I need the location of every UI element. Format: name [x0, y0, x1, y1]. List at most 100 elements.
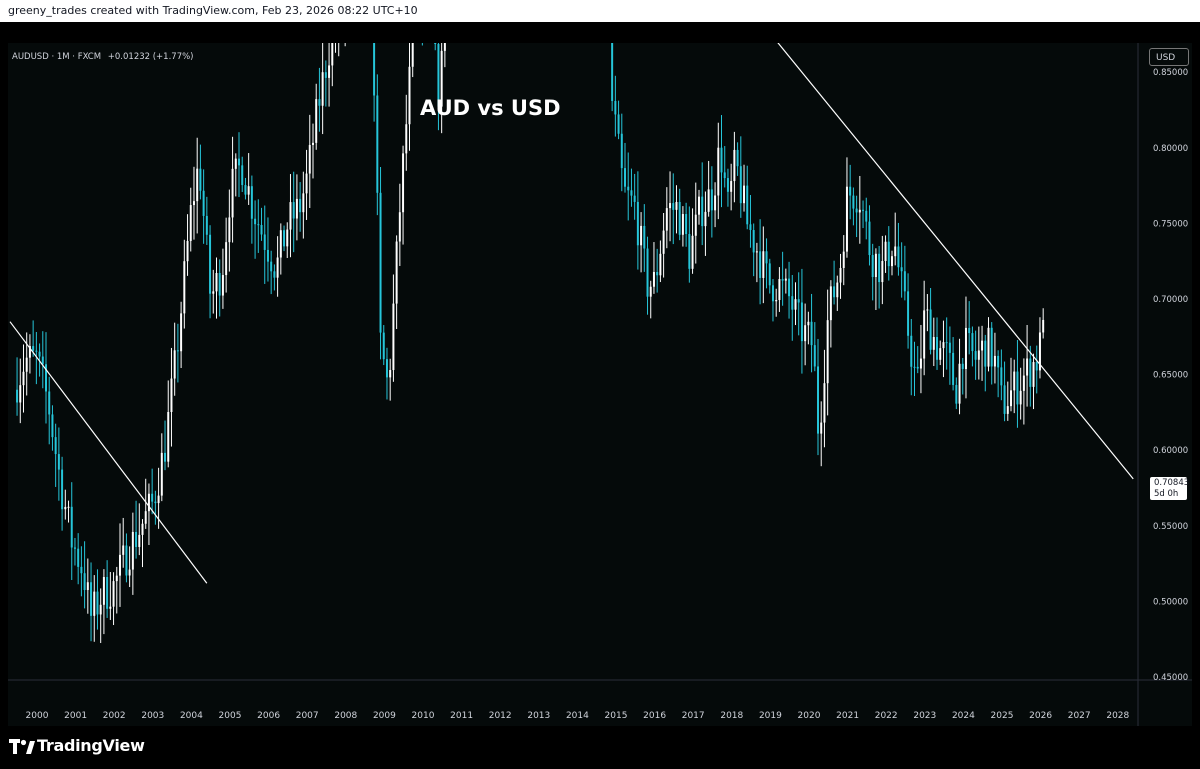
candle-body — [389, 370, 392, 378]
candle-body — [923, 310, 926, 359]
candle-body — [723, 172, 726, 179]
candle-body — [817, 366, 820, 434]
candle-body — [254, 218, 257, 225]
candle-body — [955, 384, 958, 404]
y-tick-label: 0.50000 — [1153, 597, 1188, 607]
candle-body — [681, 214, 684, 235]
candle-body — [99, 604, 102, 615]
candle-body — [1000, 367, 1003, 386]
x-tick-label: 2002 — [103, 711, 126, 721]
candle-body — [939, 348, 942, 360]
candle-body — [701, 196, 704, 227]
y-tick-label: 0.80000 — [1153, 144, 1188, 154]
trendlines[interactable] — [9, 43, 1134, 584]
candle-body — [849, 186, 852, 196]
candle-body — [823, 383, 826, 423]
price-chart[interactable]: 0.45000 0.50000 0.55000 0.60000 0.65000 0.700… — [8, 43, 1192, 726]
candle-body — [981, 340, 984, 351]
y-tick-label: 0.85000 — [1153, 68, 1188, 78]
candle-body — [997, 355, 1000, 368]
candle-body — [659, 253, 662, 276]
candle-body — [781, 279, 784, 281]
x-tick-label: 2019 — [759, 711, 782, 721]
candle-body — [952, 352, 955, 385]
candle-body — [829, 286, 832, 321]
y-tick-label: 0.65000 — [1153, 371, 1188, 381]
candle-body — [405, 124, 408, 154]
candle-body — [759, 251, 762, 278]
candle-body — [948, 342, 951, 353]
candle-body — [964, 327, 967, 370]
candle-body — [826, 320, 829, 384]
candle-body — [247, 186, 250, 195]
candle-body — [192, 201, 195, 206]
candle-body — [662, 230, 665, 254]
candle-body — [874, 253, 877, 278]
candle-body — [218, 272, 221, 296]
candle-body — [1013, 371, 1016, 391]
candle-body — [112, 581, 115, 607]
candle-body — [434, 43, 437, 45]
x-tick-label: 2021 — [836, 711, 859, 721]
candle-body — [180, 313, 183, 352]
candle-body — [771, 285, 774, 302]
price-axis[interactable]: 0.45000 0.50000 0.55000 0.60000 0.65000 0.700… — [1153, 68, 1188, 683]
candle-body — [19, 385, 22, 403]
candle-body — [35, 350, 38, 352]
x-tick-label: 2010 — [412, 711, 435, 721]
x-tick-label: 2004 — [180, 711, 203, 721]
candle-body — [977, 350, 980, 360]
candle-body — [228, 217, 231, 243]
x-tick-label: 2014 — [566, 711, 589, 721]
currency-label[interactable]: USD — [1149, 48, 1189, 66]
candle-body — [212, 291, 215, 294]
candle-body — [894, 246, 897, 257]
candle-body — [382, 332, 385, 360]
candle-body — [694, 214, 697, 236]
trendline — [777, 43, 1134, 480]
candlestick-series — [16, 43, 1045, 644]
candle-body — [1003, 385, 1006, 414]
candle-body — [842, 251, 845, 268]
candle-body — [443, 43, 446, 51]
candle-body — [70, 506, 73, 548]
candle-body — [199, 168, 202, 191]
candle-body — [990, 327, 993, 367]
candle-body — [643, 225, 646, 249]
candle-body — [897, 246, 900, 268]
candle-body — [675, 201, 678, 210]
candle-body — [733, 149, 736, 182]
last-price-tag: 0.70843 5d 0h — [1150, 477, 1189, 500]
candle-body — [408, 66, 411, 125]
candle-body — [437, 44, 440, 107]
candle-body — [315, 99, 318, 143]
candle-body — [916, 366, 919, 369]
candle-body — [83, 573, 86, 591]
candle-body — [685, 214, 688, 234]
x-tick-label: 2007 — [296, 711, 319, 721]
candle-body — [183, 261, 186, 314]
x-tick-label: 2013 — [527, 711, 550, 721]
candle-body — [324, 72, 327, 78]
chart-panel[interactable]: 0.45000 0.50000 0.55000 0.60000 0.65000 0.700… — [8, 43, 1192, 726]
candle-body — [862, 209, 865, 211]
candle-body — [131, 531, 134, 570]
symbol-legend[interactable]: AUDUSD · 1M · FXCM +0.01232 (+1.77%) — [12, 52, 194, 62]
candle-body — [54, 437, 57, 455]
bar-countdown: 5d 0h — [1154, 489, 1179, 499]
time-axis[interactable]: 2000 2001 2002 2003 2004 2005 2006 2007 2008 2009… — [26, 711, 1130, 721]
candle-body — [86, 582, 89, 591]
candle-body — [910, 335, 913, 367]
candle-body — [942, 342, 945, 349]
grid — [8, 43, 1192, 726]
candle-body — [919, 358, 922, 369]
candle-body — [868, 221, 871, 256]
candle-body — [48, 391, 51, 415]
x-tick-label: 2001 — [64, 711, 87, 721]
x-tick-label: 2025 — [991, 711, 1014, 721]
candle-body — [1019, 390, 1022, 405]
candle-body — [331, 43, 334, 66]
candle-body — [106, 577, 109, 609]
candle-body — [373, 43, 376, 96]
trendline — [9, 321, 208, 584]
